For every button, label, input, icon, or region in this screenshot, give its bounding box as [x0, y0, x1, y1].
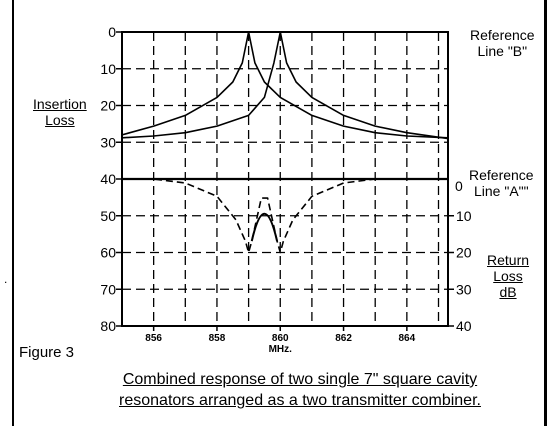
- right-tick-label: 30: [456, 281, 472, 297]
- left-tick-label: 80: [100, 318, 116, 334]
- notch-arch: [250, 212, 279, 242]
- left-tick-label: 20: [100, 98, 116, 114]
- x-tick-label: 862: [335, 333, 352, 344]
- insertion-loss-label: Insertion Loss: [33, 96, 87, 128]
- right-tick-label: 20: [456, 245, 472, 261]
- return-loss-label: Return Loss dB: [487, 252, 530, 300]
- right-tick-label: 40: [456, 318, 472, 334]
- figure-frame-right: [544, 0, 547, 426]
- reference-line-a-label: Reference Line "A"": [469, 167, 534, 199]
- series-line-1: [121, 31, 449, 139]
- x-tick-label: 858: [209, 333, 226, 344]
- left-tick-label: 0: [108, 24, 116, 40]
- left-tick-label: 40: [100, 171, 116, 187]
- x-tick-label: 864: [399, 333, 416, 344]
- left-tick-label: 10: [100, 61, 116, 77]
- figure-frame-left: [12, 0, 14, 426]
- caption-line-2: resonators arranged as a two transmitter…: [119, 392, 481, 409]
- x-tick-label: 856: [145, 333, 162, 344]
- figure-label: Figure 3: [19, 344, 75, 361]
- x-axis-unit: MHz.: [269, 344, 293, 355]
- series-line-3: [122, 178, 448, 254]
- left-tick-label: 30: [100, 134, 116, 150]
- chart-ticks: 0 10 20 30 40 50 60 70 80 10 20 30 40 856 858 860 862 864…: [100, 24, 471, 355]
- left-tick-label: 60: [100, 245, 116, 261]
- right-tick-label: 10: [456, 208, 472, 224]
- reference-a-zero: 0: [455, 178, 463, 194]
- series-line-2: [121, 31, 449, 140]
- caption-line-1: Combined response of two single 7" squar…: [122, 371, 478, 388]
- reference-line-b-label: Reference Line "B": [470, 27, 535, 59]
- left-tick-label: 50: [100, 208, 116, 224]
- left-tick-label: 70: [100, 281, 116, 297]
- x-tick-label: 860: [272, 333, 289, 344]
- stray-mark: .: [4, 272, 8, 286]
